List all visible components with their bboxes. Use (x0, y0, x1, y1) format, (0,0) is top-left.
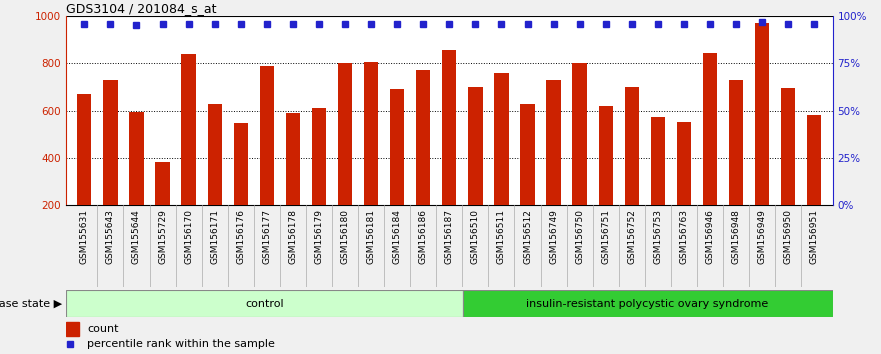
Bar (78, 94, 92, 253)
Text: GSM156511: GSM156511 (497, 209, 506, 264)
Text: GSM156948: GSM156948 (731, 209, 741, 264)
Bar (66, 322, 79, 336)
Bar (155, 161, 170, 253)
Bar (494, 73, 508, 253)
Bar (416, 70, 431, 253)
Text: GSM156180: GSM156180 (341, 209, 350, 264)
Text: GSM156751: GSM156751 (601, 209, 611, 264)
Text: insulin-resistant polycystic ovary syndrome: insulin-resistant polycystic ovary syndr… (527, 298, 768, 309)
Bar (625, 87, 639, 253)
Bar (463, 290, 833, 317)
Bar (468, 87, 483, 253)
Text: GSM156763: GSM156763 (679, 209, 688, 264)
Text: GSM156753: GSM156753 (654, 209, 663, 264)
Text: GSM156949: GSM156949 (758, 209, 766, 264)
Bar (677, 122, 691, 253)
Text: GSM156512: GSM156512 (523, 209, 532, 264)
Text: GSM156951: GSM156951 (810, 209, 818, 264)
Text: GSM156187: GSM156187 (445, 209, 454, 264)
Text: GSM156178: GSM156178 (288, 209, 298, 264)
Bar (521, 103, 535, 253)
Bar (598, 106, 613, 253)
Text: GSM155644: GSM155644 (132, 209, 141, 264)
Bar (442, 50, 456, 253)
Text: GSM156749: GSM156749 (549, 209, 558, 264)
Text: GSM155631: GSM155631 (80, 209, 89, 264)
Text: GSM156177: GSM156177 (263, 209, 271, 264)
Text: GSM156950: GSM156950 (784, 209, 793, 264)
Text: GSM156179: GSM156179 (315, 209, 323, 264)
Text: GSM156171: GSM156171 (211, 209, 219, 264)
Bar (66, 290, 463, 317)
Text: GSM155643: GSM155643 (106, 209, 115, 264)
Text: GSM156752: GSM156752 (627, 209, 636, 264)
Bar (781, 88, 796, 253)
Text: GSM156750: GSM156750 (575, 209, 584, 264)
Text: GSM156186: GSM156186 (418, 209, 428, 264)
Text: GSM156184: GSM156184 (393, 209, 402, 264)
Bar (755, 23, 769, 253)
Text: GSM156946: GSM156946 (706, 209, 714, 264)
Bar (364, 62, 378, 253)
Text: count: count (87, 324, 119, 334)
Text: GSM156510: GSM156510 (470, 209, 480, 264)
Text: GSM156181: GSM156181 (366, 209, 375, 264)
Text: GDS3104 / 201084_s_at: GDS3104 / 201084_s_at (66, 2, 217, 15)
Bar (181, 54, 196, 253)
Bar (312, 108, 326, 253)
Bar (337, 63, 352, 253)
Bar (703, 53, 717, 253)
Bar (546, 80, 561, 253)
Text: GSM155729: GSM155729 (158, 209, 167, 264)
Text: GSM156170: GSM156170 (184, 209, 193, 264)
Text: GSM156176: GSM156176 (236, 209, 245, 264)
Bar (729, 80, 744, 253)
Bar (208, 104, 222, 253)
Text: control: control (245, 298, 284, 309)
Text: percentile rank within the sample: percentile rank within the sample (87, 339, 275, 349)
Bar (103, 80, 117, 253)
Bar (573, 63, 587, 253)
Bar (807, 115, 821, 253)
Bar (233, 123, 248, 253)
Bar (390, 89, 404, 253)
Bar (651, 116, 665, 253)
Bar (130, 112, 144, 253)
Bar (285, 113, 300, 253)
Text: disease state ▶: disease state ▶ (0, 298, 62, 309)
Bar (260, 66, 274, 253)
